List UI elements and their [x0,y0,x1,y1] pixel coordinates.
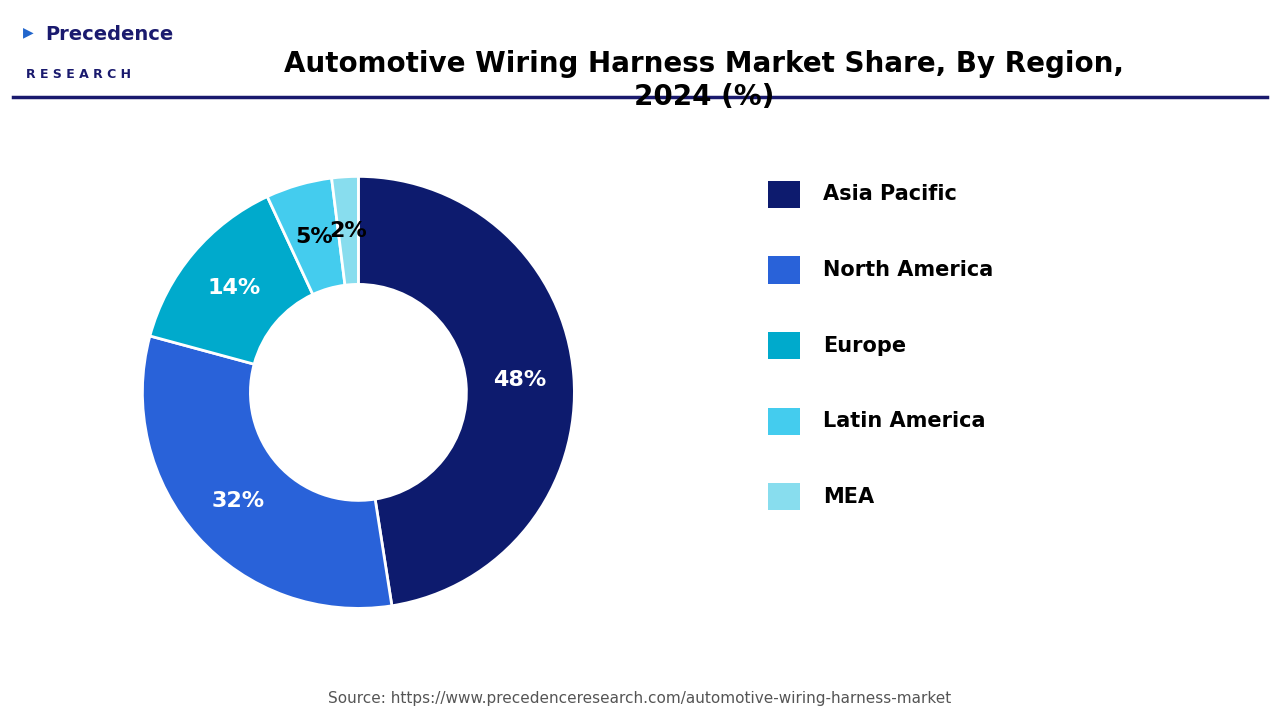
Text: 2%: 2% [329,221,367,240]
Wedge shape [358,176,575,606]
Text: Latin America: Latin America [823,411,986,431]
Text: Precedence: Precedence [45,25,173,44]
Text: Europe: Europe [823,336,906,356]
Text: 48%: 48% [493,370,547,390]
Text: Automotive Wiring Harness Market Share, By Region,
2024 (%): Automotive Wiring Harness Market Share, … [284,50,1124,111]
Wedge shape [332,176,358,285]
Text: ▶: ▶ [23,25,33,39]
Text: Asia Pacific: Asia Pacific [823,184,957,204]
Wedge shape [268,178,346,294]
Text: R E S E A R C H: R E S E A R C H [26,68,131,81]
Text: 5%: 5% [294,227,333,247]
Text: 14%: 14% [207,278,261,298]
Wedge shape [150,197,312,364]
Text: Source: https://www.precedenceresearch.com/automotive-wiring-harness-market: Source: https://www.precedenceresearch.c… [329,690,951,706]
Text: North America: North America [823,260,993,280]
Text: 32%: 32% [211,490,265,510]
Wedge shape [142,336,392,608]
Text: MEA: MEA [823,487,874,507]
